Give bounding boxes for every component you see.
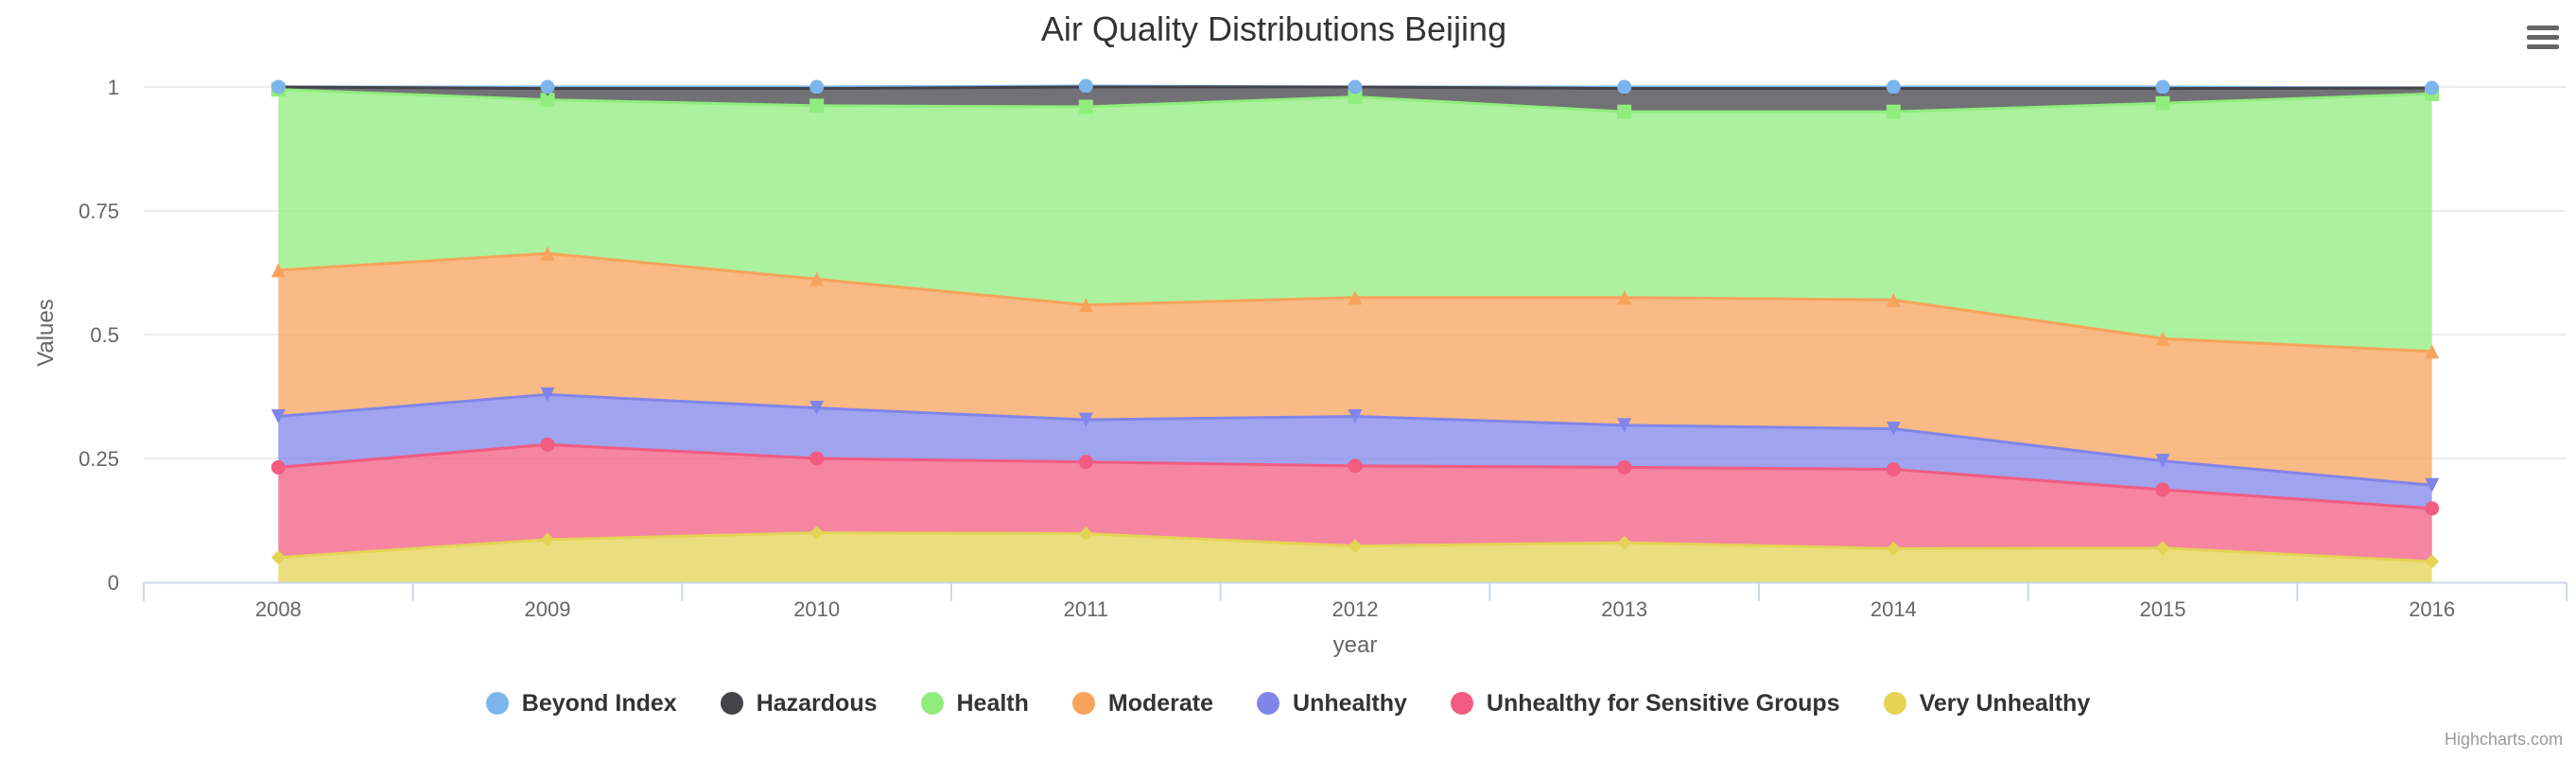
- x-tick-label: 2008: [255, 597, 302, 621]
- marker-beyond-index: [270, 79, 286, 95]
- marker-unhealthy-for-sensitive-groups: [809, 451, 825, 466]
- legend-item-moderate[interactable]: Moderate: [1071, 689, 1214, 717]
- legend-symbol-icon: [485, 692, 509, 715]
- chart-legend: Beyond Index Hazardous Health Moderate Unhea…: [0, 684, 2576, 722]
- legend-symbol-icon: [1450, 692, 1473, 715]
- legend-label: Moderate: [1107, 689, 1214, 717]
- marker-beyond-index: [1886, 79, 1901, 95]
- marker-very-unhealthy: [1078, 527, 1093, 542]
- legend-item-health[interactable]: Health: [920, 689, 1029, 717]
- marker-health: [1617, 104, 1632, 119]
- marker-health: [809, 98, 825, 113]
- marker-health: [1886, 104, 1901, 119]
- legend-label: Hazardous: [756, 689, 878, 717]
- marker-beyond-index: [2425, 80, 2440, 95]
- marker-unhealthy-for-sensitive-groups: [1617, 459, 1632, 475]
- marker-health: [2155, 95, 2170, 111]
- legend-item-very-unhealthy[interactable]: Very Unhealthy: [1883, 689, 2091, 717]
- marker-beyond-index: [809, 79, 825, 95]
- hamburger-menu-icon: [2527, 26, 2559, 30]
- marker-unhealthy-for-sensitive-groups: [1886, 462, 1901, 477]
- marker-moderate: [1617, 290, 1632, 305]
- x-axis-title: year: [1333, 632, 1378, 658]
- marker-very-unhealthy: [270, 550, 286, 565]
- legend-item-unhealthy[interactable]: Unhealthy: [1257, 690, 1407, 717]
- x-tick-label: 2014: [1871, 597, 1917, 621]
- legend-label: Beyond Index: [521, 689, 677, 717]
- marker-unhealthy-for-sensitive-groups: [270, 459, 286, 475]
- chart-menu-button[interactable]: [2523, 21, 2565, 59]
- legend-label: Health: [956, 689, 1029, 717]
- marker-health: [1348, 89, 1363, 104]
- area-very-unhealthy: [278, 532, 2432, 582]
- marker-unhealthy: [270, 408, 286, 423]
- area-chart: Air Quality Distributions Beijing 0 0.25 0…: [33, 9, 2567, 658]
- legend-label: Very Unhealthy: [1919, 689, 2091, 717]
- chart-title: Air Quality Distributions Beijing: [1041, 9, 1506, 48]
- marker-very-unhealthy: [2155, 541, 2170, 556]
- marker-moderate: [1078, 298, 1093, 313]
- marker-unhealthy: [540, 387, 555, 402]
- marker-very-unhealthy: [1348, 539, 1363, 554]
- x-tick-label: 2016: [2409, 597, 2455, 621]
- marker-very-unhealthy: [1617, 535, 1632, 550]
- legend-symbol-icon: [920, 692, 944, 715]
- y-tick-label: 1: [108, 76, 119, 99]
- marker-beyond-index: [2155, 79, 2170, 95]
- marker-very-unhealthy: [809, 526, 825, 541]
- legend-item-hazardous[interactable]: Hazardous: [720, 689, 878, 717]
- x-tick-label: 2015: [2140, 597, 2186, 621]
- legend-symbol-icon: [720, 692, 743, 715]
- y-tick-label: 0: [108, 571, 119, 595]
- marker-unhealthy: [1886, 422, 1901, 437]
- area-health: [278, 89, 2432, 352]
- marker-health: [1078, 99, 1093, 114]
- marker-moderate: [1886, 292, 1901, 307]
- marker-unhealthy: [809, 401, 825, 416]
- legend-item-beyond-index[interactable]: Beyond Index: [485, 689, 677, 717]
- marker-moderate: [2155, 331, 2170, 346]
- legend-symbol-icon: [1257, 692, 1280, 715]
- marker-beyond-index: [1078, 78, 1093, 94]
- marker-unhealthy-for-sensitive-groups: [1078, 455, 1093, 470]
- marker-unhealthy-for-sensitive-groups: [540, 437, 555, 452]
- marker-unhealthy: [2425, 477, 2440, 492]
- legend-item-unhealthy-for-sensitive-groups[interactable]: Unhealthy for Sensitive Groups: [1450, 689, 1840, 717]
- marker-moderate: [1348, 290, 1363, 305]
- marker-unhealthy-for-sensitive-groups: [2155, 482, 2170, 497]
- area-unhealthy: [278, 394, 2432, 509]
- marker-health: [540, 93, 555, 108]
- y-tick-label: 0.25: [78, 447, 119, 471]
- legend-symbol-icon: [1883, 692, 1906, 715]
- legend-symbol-icon: [1071, 692, 1095, 715]
- y-tick-label: 0.75: [78, 199, 119, 223]
- credits-link[interactable]: Highcharts.com: [2444, 730, 2563, 749]
- marker-very-unhealthy: [540, 532, 555, 547]
- marker-moderate: [540, 246, 555, 261]
- marker-beyond-index: [1617, 79, 1632, 95]
- x-tick-label: 2013: [1601, 597, 1647, 621]
- y-tick-label: 0.5: [90, 323, 119, 347]
- marker-very-unhealthy: [2425, 554, 2440, 569]
- marker-unhealthy: [1078, 412, 1093, 427]
- marker-unhealthy: [2155, 454, 2170, 469]
- x-tick-label: 2012: [1332, 597, 1379, 621]
- marker-very-unhealthy: [1886, 541, 1901, 556]
- y-axis-title: Values: [33, 299, 59, 367]
- legend-label: Unhealthy: [1293, 689, 1407, 717]
- marker-beyond-index: [540, 79, 555, 95]
- marker-unhealthy-for-sensitive-groups: [1348, 458, 1363, 474]
- marker-beyond-index: [1348, 79, 1363, 95]
- marker-moderate: [2425, 344, 2440, 359]
- marker-moderate: [270, 263, 286, 278]
- x-tick-label: 2011: [1064, 597, 1108, 621]
- legend-label: Unhealthy for Sensitive Groups: [1486, 689, 1840, 717]
- x-tick-label: 2009: [525, 597, 571, 621]
- x-tick-label: 2010: [793, 597, 840, 621]
- marker-unhealthy: [1617, 418, 1632, 433]
- marker-unhealthy: [1348, 408, 1363, 423]
- marker-unhealthy-for-sensitive-groups: [2425, 501, 2440, 516]
- marker-moderate: [809, 271, 825, 286]
